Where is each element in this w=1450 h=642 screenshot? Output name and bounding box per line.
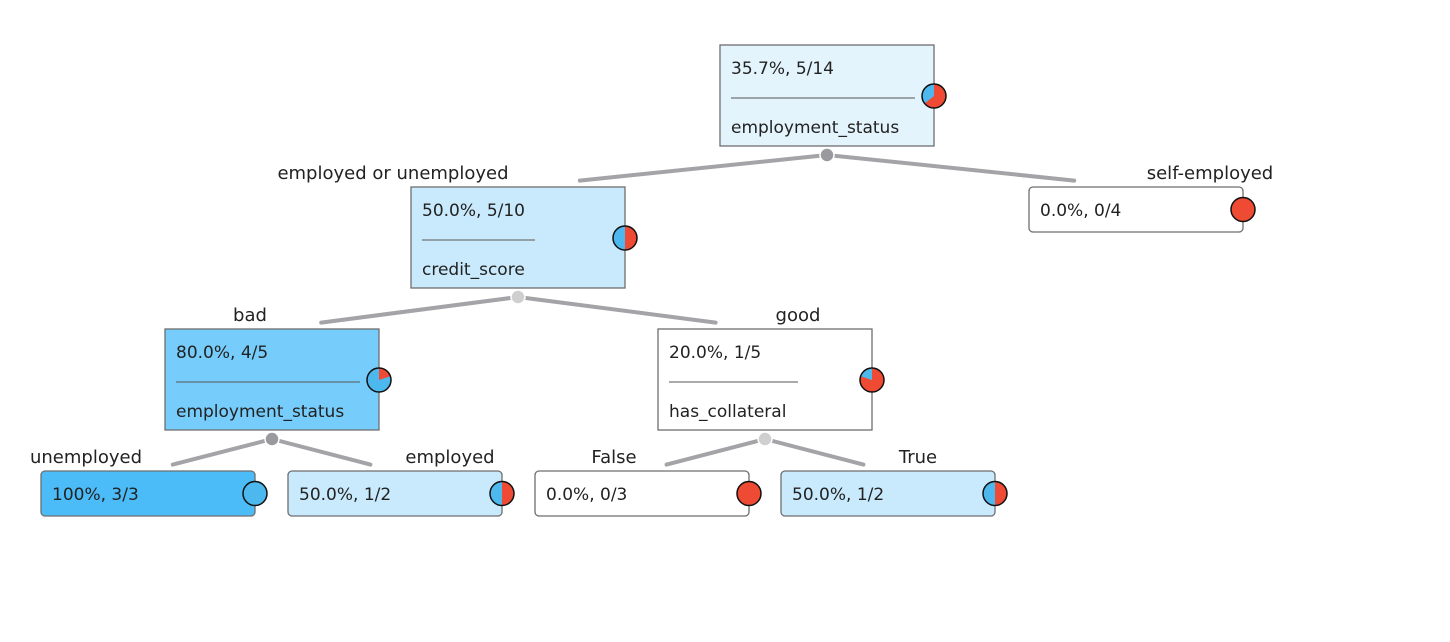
node-stats: 100%, 3/3: [52, 485, 139, 505]
edge-labels-layer: employed or unemployed self-employed bad go…: [30, 163, 1273, 468]
pie-outline-good: [859, 367, 885, 393]
tree-node-bad[interactable]: 80.0%, 4/5 employment_status: [164, 328, 392, 431]
pie-outline-good_false: [736, 480, 762, 507]
edge-label-emp_or_unemp: employed or unemployed: [277, 163, 508, 184]
edge-emp_or_unemp-good: [516, 295, 718, 325]
node-stats: 50.0%, 1/2: [792, 485, 884, 505]
node-feature: credit_score: [422, 260, 525, 280]
pie-positive-good: [860, 368, 872, 380]
tree-node-good_false[interactable]: 0.0%, 0/3: [534, 470, 762, 517]
edge-root-emp_or_unemp: [577, 153, 829, 183]
tree-node-bad_unemployed[interactable]: 100%, 3/3: [40, 470, 268, 517]
split-joint-good[interactable]: [757, 431, 773, 447]
edge-good-good_false: [664, 437, 767, 467]
edge-good-good_true: [763, 437, 866, 467]
node-stats: 50.0%, 5/10: [422, 201, 525, 221]
edge-label-self_employed: self-employed: [1147, 163, 1274, 184]
edge-bad-bad_unemployed: [170, 437, 274, 467]
node-box: [410, 186, 626, 289]
edge-root-self_employed: [825, 153, 1077, 183]
split-joint-emp_or_unemp[interactable]: [510, 289, 526, 305]
tree-node-good_true[interactable]: 50.0%, 1/2: [780, 470, 1008, 517]
edge-label-good_true: True: [898, 447, 937, 468]
split-joint-root[interactable]: [819, 147, 835, 163]
pie-negative-self_employed: [1231, 197, 1255, 222]
pie-positive-emp_or_unemp: [613, 226, 625, 250]
edge-emp_or_unemp-bad: [319, 295, 520, 325]
edges-layer: [170, 153, 1077, 467]
edge-label-good_false: False: [591, 447, 636, 468]
node-feature: employment_status: [731, 118, 899, 138]
pie-positive-bad: [367, 368, 391, 392]
pie-positive-bad_unemployed: [243, 481, 267, 506]
pie-positive-bad_employed: [490, 481, 502, 506]
node-stats: 0.0%, 0/3: [546, 485, 627, 505]
edge-label-bad_unemployed: unemployed: [30, 447, 142, 468]
edge-label-bad: bad: [233, 305, 267, 326]
node-stats: 50.0%, 1/2: [299, 485, 391, 505]
tree-node-emp_or_unemp[interactable]: 50.0%, 5/10 credit_score: [410, 186, 638, 289]
pie-outline-root: [921, 83, 947, 109]
pie-positive-good_true: [983, 481, 995, 506]
joints-layer: [264, 147, 835, 447]
tree-node-root[interactable]: 35.7%, 5/14 employment_status: [719, 44, 947, 147]
tree-node-bad_employed[interactable]: 50.0%, 1/2: [287, 470, 515, 517]
split-joint-bad[interactable]: [264, 431, 280, 447]
node-stats: 35.7%, 5/14: [731, 59, 834, 79]
node-stats: 80.0%, 4/5: [176, 343, 268, 363]
node-feature: has_collateral: [669, 402, 786, 422]
edge-label-good: good: [776, 305, 821, 326]
node-stats: 20.0%, 1/5: [669, 343, 761, 363]
tree-node-self_employed[interactable]: 0.0%, 0/4: [1028, 186, 1256, 233]
pie-outline-bad_employed: [489, 480, 515, 507]
edge-label-bad_employed: employed: [405, 447, 494, 468]
tree-node-good[interactable]: 20.0%, 1/5 has_collateral: [657, 328, 885, 431]
pie-outline-bad_unemployed: [242, 480, 268, 507]
edge-bad-bad_employed: [270, 437, 373, 467]
node-stats: 0.0%, 0/4: [1040, 201, 1121, 221]
pie-outline-self_employed: [1230, 196, 1256, 223]
pie-outline-good_true: [982, 480, 1008, 507]
node-feature: employment_status: [176, 402, 344, 422]
pie-negative-good_false: [737, 481, 761, 506]
nodes-layer: 35.7%, 5/14 employment_status 50.0%, 5/10 c…: [40, 44, 1256, 517]
pie-outline-emp_or_unemp: [612, 225, 638, 251]
pie-outline-bad: [366, 367, 392, 393]
node-box: [719, 44, 935, 147]
